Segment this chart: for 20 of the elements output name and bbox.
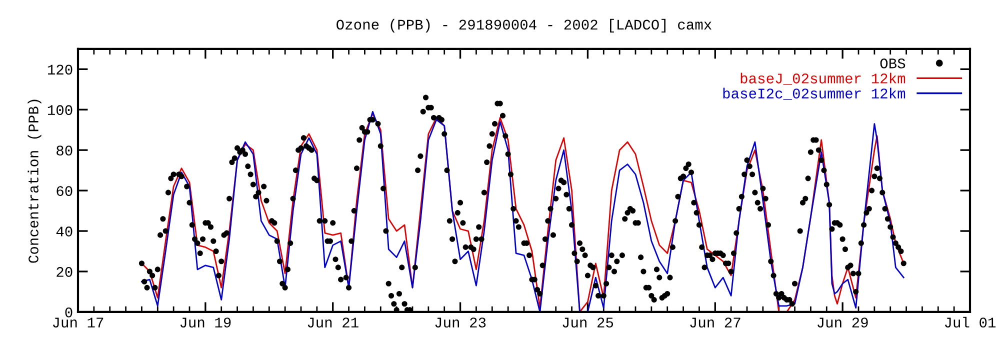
x-tick-label: Jun 27 — [690, 318, 740, 328]
y-tick-label: 120 — [48, 64, 72, 75]
y-axis-title: Concentration (PPB) — [28, 100, 42, 263]
x-tick-label: Jun 19 — [180, 318, 231, 328]
legend-label: baseI2c_02summer 12km — [723, 88, 906, 100]
x-tick-label: Jun 23 — [435, 318, 486, 328]
legend-label: baseJ_02summer 12km — [740, 72, 906, 85]
x-tick-label: Jun 21 — [308, 318, 358, 328]
y-tick-label: 40 — [56, 226, 72, 236]
x-tick-label: Jun 29 — [818, 318, 868, 328]
y-tick-label: 80 — [56, 146, 72, 156]
x-tick-label: Jul 01 — [944, 316, 996, 328]
x-tick-label: Jun 25 — [562, 318, 614, 328]
chart-title: Ozone (PPB) - 291890004 - 2002 [LADCO] camx — [336, 18, 712, 33]
legend-label: OBS — [880, 58, 906, 68]
y-tick-label: 20 — [56, 267, 72, 277]
y-tick-label: 100 — [48, 105, 72, 116]
x-tick-label: Jun 17 — [52, 318, 104, 328]
y-tick-label: 60 — [56, 186, 72, 196]
y-tick-label: 0 — [65, 307, 72, 318]
